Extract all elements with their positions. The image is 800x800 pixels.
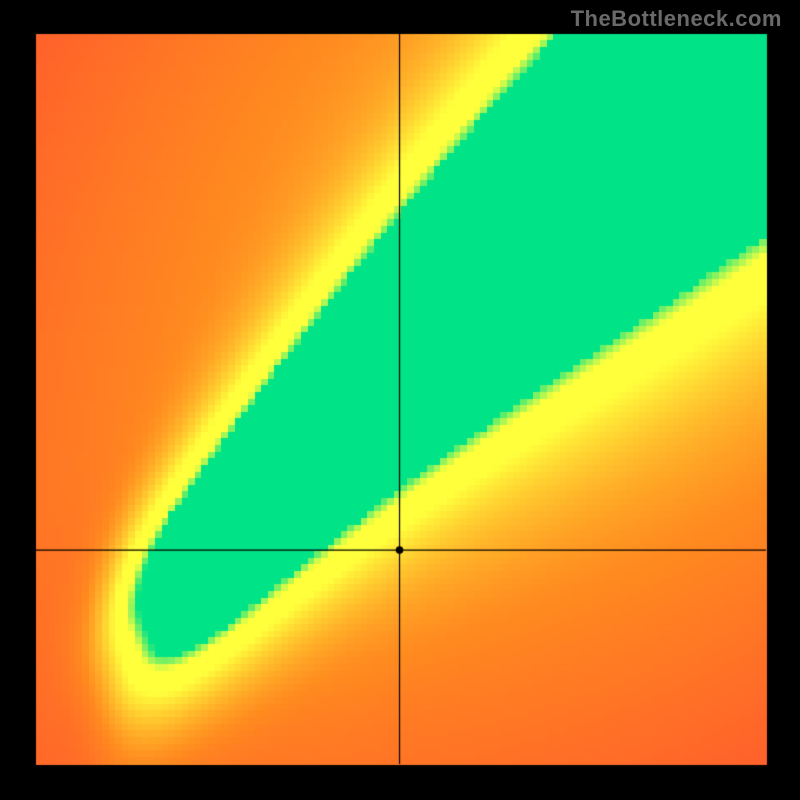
bottleneck-heatmap-canvas	[0, 0, 800, 800]
figure-stage: TheBottleneck.com	[0, 0, 800, 800]
watermark-text: TheBottleneck.com	[571, 6, 782, 32]
